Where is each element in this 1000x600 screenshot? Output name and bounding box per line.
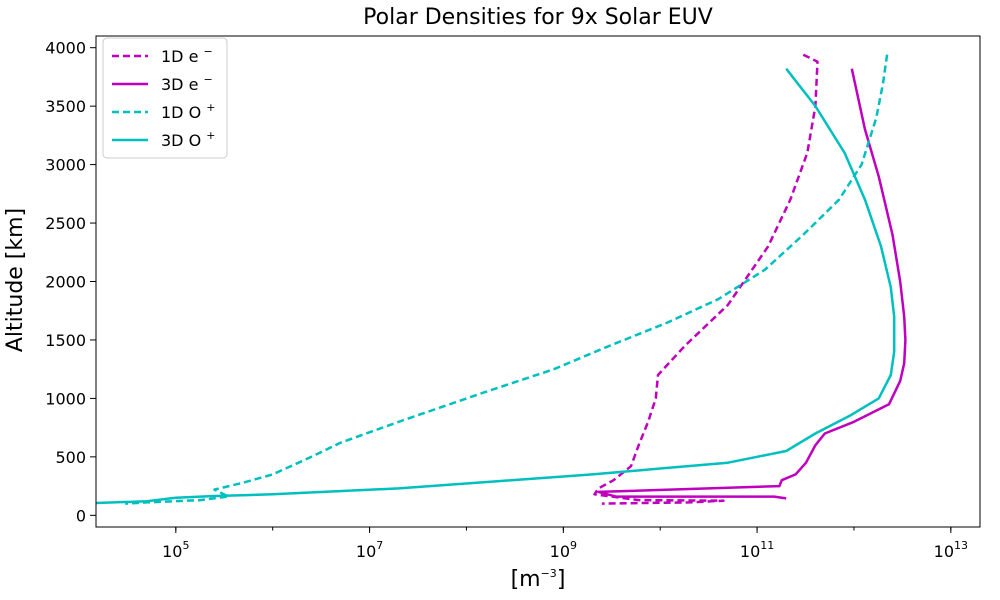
y-tick-label: 2000 — [45, 273, 86, 292]
y-tick-label: 3000 — [45, 156, 86, 175]
x-tick-label: 1013 — [934, 539, 968, 561]
legend-label: 3D O + — [161, 129, 215, 150]
chart-title: Polar Densities for 9x Solar EUV — [363, 5, 713, 30]
x-axis-title-base: [m — [511, 567, 541, 592]
y-axis-title: Altitude [km] — [3, 208, 28, 352]
legend-label: 3D e − — [161, 73, 213, 94]
x-axis-title: [m−3] — [511, 567, 566, 592]
legend-label: 1D e − — [161, 45, 213, 66]
legend: 1D e − 3D e − 1D O + 3D O + — [102, 37, 228, 159]
series-line-1 — [593, 53, 819, 505]
legend-box — [102, 37, 228, 159]
x-tick-label: 109 — [550, 539, 577, 561]
y-tick-label: 2500 — [45, 214, 86, 233]
x-axis-title-end: ] — [557, 567, 566, 592]
x-tick-label: 107 — [356, 539, 383, 561]
legend-label: 1D O + — [161, 101, 215, 122]
y-tick-label: 0 — [76, 506, 86, 525]
series-line-4 — [96, 67, 896, 505]
y-tick-label: 3500 — [45, 97, 86, 116]
x-axis-title-sup: −3 — [541, 567, 557, 580]
series-line-2 — [597, 68, 907, 500]
y-tick-label: 500 — [55, 448, 86, 467]
plot-area — [96, 53, 907, 505]
y-axis: 0 500 1000 1500 2000 2500 3000 3500 4000 — [45, 39, 96, 525]
x-tick-label: 1011 — [740, 539, 774, 561]
x-tick-label: 105 — [162, 539, 189, 561]
x-axis: 105 107 109 1011 1013 — [162, 527, 968, 561]
series-line-3 — [125, 54, 889, 505]
y-tick-label: 4000 — [45, 39, 86, 58]
y-tick-label: 1000 — [45, 389, 86, 408]
y-tick-label: 1500 — [45, 331, 86, 350]
